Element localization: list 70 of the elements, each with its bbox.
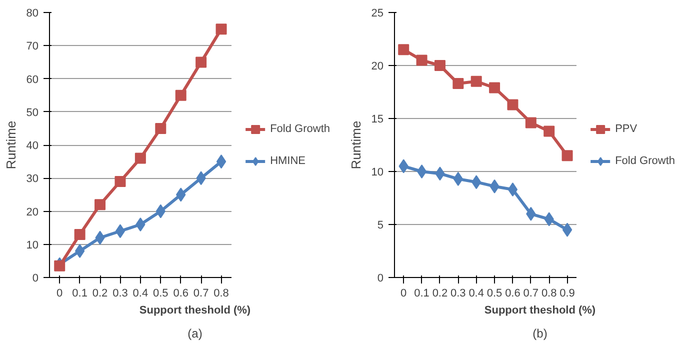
x-axis-title: Support theshold (%) [139,304,251,316]
x-tick-label: 0.8 [214,288,229,300]
y-tick-label: 20 [26,206,39,218]
y-tick-label: 40 [26,140,39,152]
legend-label: Fold Growth [615,154,675,166]
point [114,176,126,187]
point [525,117,536,128]
point [115,224,126,238]
point [175,90,186,101]
x-tick-label: 0.4 [132,288,148,300]
y-tick-label: 70 [26,40,39,53]
point [562,150,573,162]
point [416,164,427,178]
y-tick-label: 5 [377,220,384,232]
point [452,78,464,90]
point [196,56,207,68]
point [74,228,86,240]
x-tick-label: 0.7 [193,288,209,300]
y-axis-title: Runtime [348,120,364,170]
y-tick-label: 15 [371,114,384,126]
y-tick-label: 50 [26,106,39,119]
y-tick-label: 25 [371,8,384,20]
point [562,222,572,237]
x-tick-label: 0.8 [541,288,557,300]
point [398,44,410,56]
x-tick-label: 0.3 [450,288,466,300]
x-tick-label: 0.6 [173,288,189,300]
y-tick-label: 10 [371,166,384,178]
x-tick-label: 0.1 [414,288,430,300]
legend-label: Fold Growth [270,122,330,134]
y-tick-label: 80 [26,8,39,20]
x-axis-title: Support theshold (%) [484,304,596,316]
legend-label: PPV [615,122,638,134]
x-tick-label: 0.9 [560,288,575,300]
point [155,122,166,134]
point [544,126,555,137]
point [507,99,518,110]
y-axis-title: Runtime [3,120,18,170]
point [216,24,227,35]
x-tick-label: 0.4 [468,288,484,300]
y-tick-label: 10 [26,239,39,252]
x-tick-label: 0.5 [153,288,168,300]
x-tick-label: 0.2 [432,288,448,300]
y-tick-label: 20 [371,60,384,72]
point [434,60,446,71]
x-tick-label: 0.7 [523,288,539,300]
y-tick-label: 30 [26,173,39,186]
point [94,199,106,210]
text: (b) [532,326,548,340]
legend-label: HMINE [270,154,306,166]
x-tick-label: 0 [56,288,63,300]
x-tick-label: 0.5 [486,288,502,300]
point [134,152,146,164]
x-tick-label: 0.2 [92,288,108,300]
point [489,82,500,94]
point [216,154,226,169]
x-tick-label: 0.6 [505,288,520,300]
y-tick-label: 0 [32,272,39,284]
point [54,260,66,272]
point [74,244,85,258]
x-tick-label: 0 [400,288,407,300]
point [416,54,428,66]
y-tick-label: 60 [26,74,39,86]
y-tick-label: 0 [377,272,384,284]
x-tick-label: 0.3 [112,288,128,300]
point [508,182,518,197]
point [136,218,146,232]
text: (a) [188,326,202,340]
x-tick-label: 0.1 [72,288,88,300]
point [470,76,482,87]
